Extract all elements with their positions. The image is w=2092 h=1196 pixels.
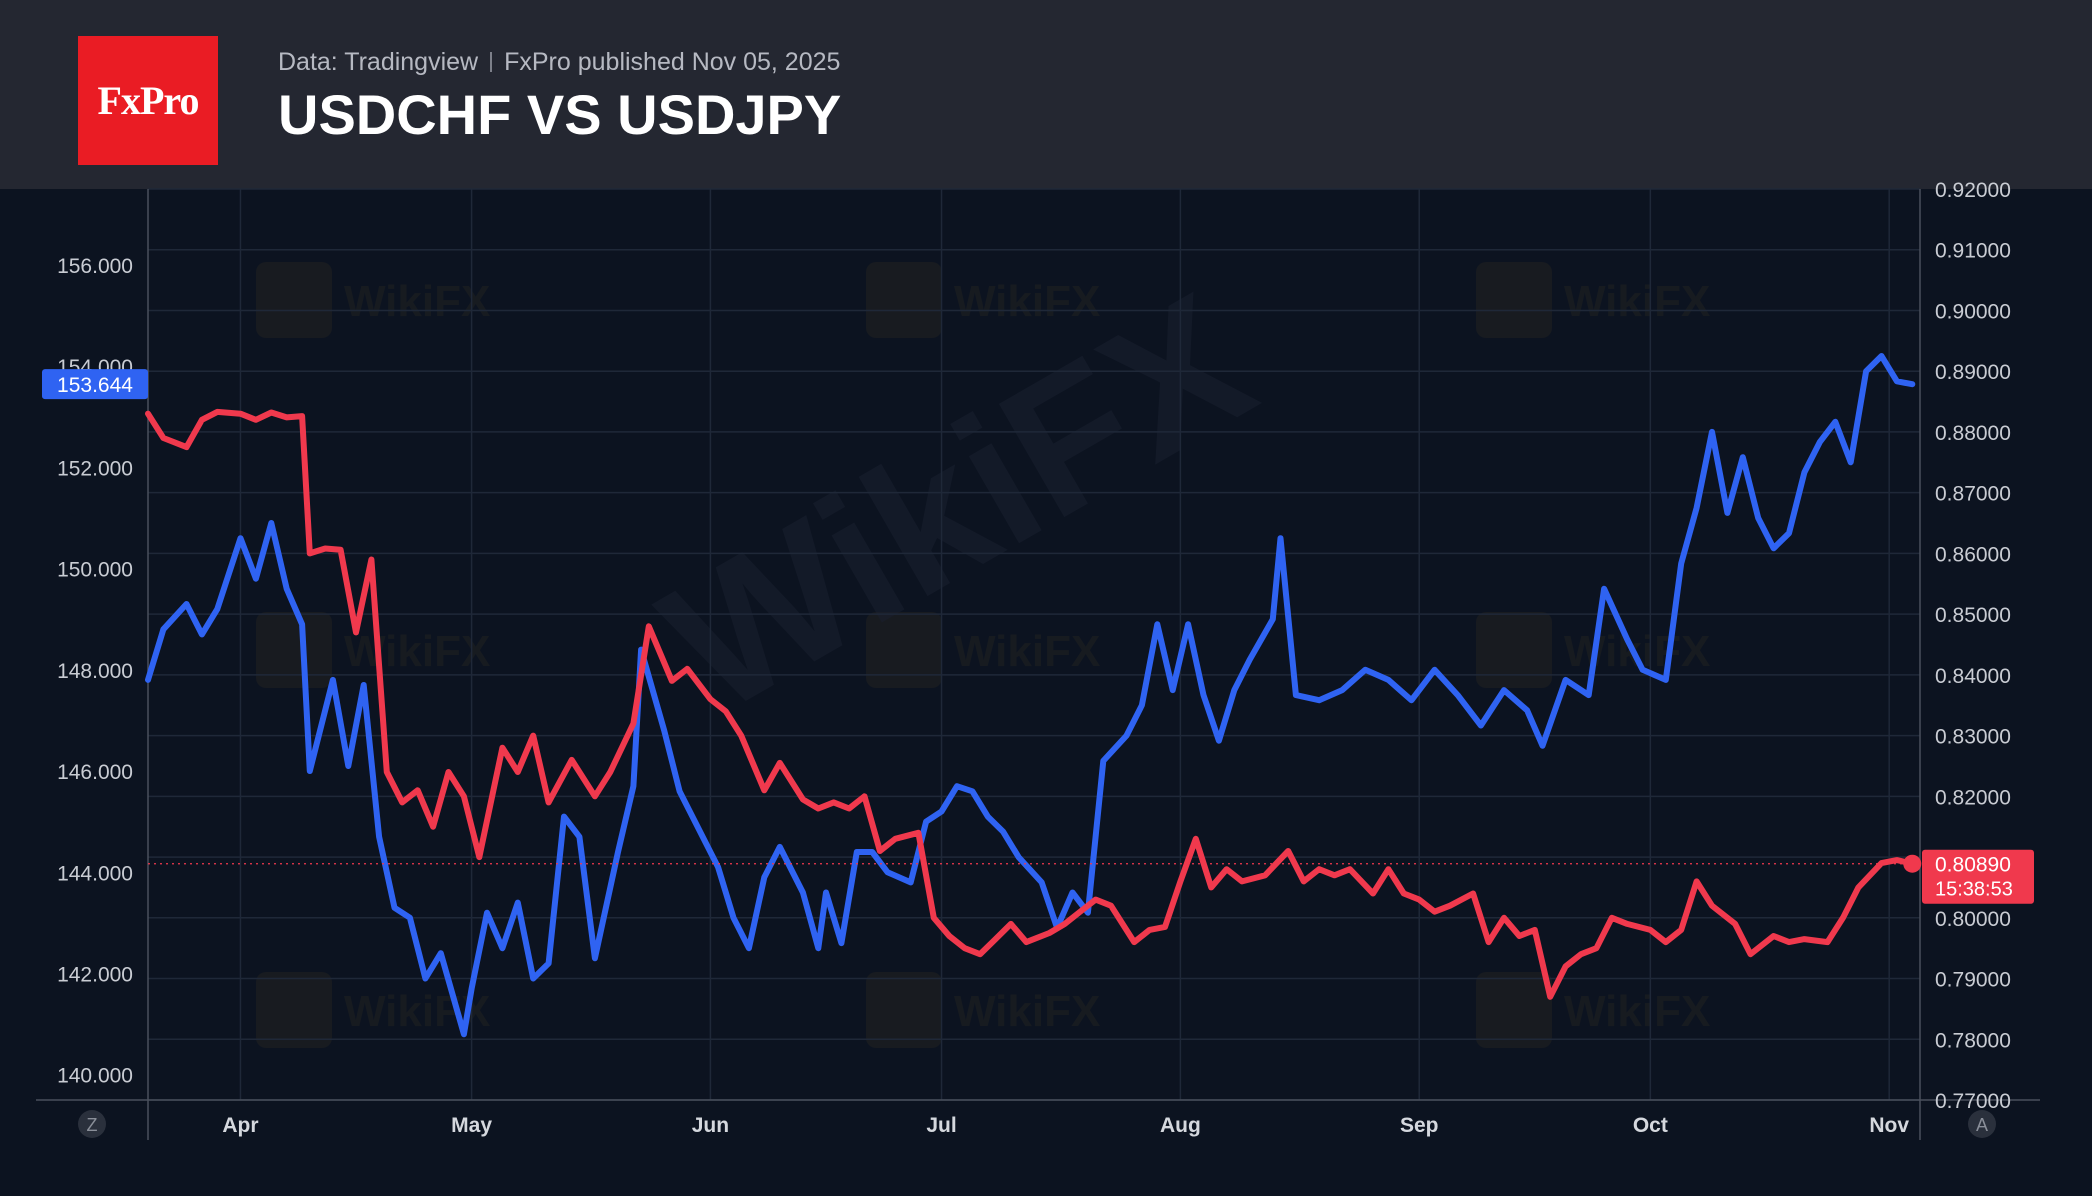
left-tick-label: 142.000 [57,963,133,986]
right-tick-label: 0.87000 [1935,483,2011,506]
watermark-badge [256,612,332,688]
left-tick-label: 146.000 [57,761,133,784]
zoom-button-label: Z [87,1115,98,1135]
published-date: FxPro published Nov 05, 2025 [504,48,841,76]
data-source: Data: Tradingview [278,48,479,76]
x-tick-label: May [451,1114,492,1137]
watermark-text: WikiFX [1564,277,1710,326]
usdchf-price-label: 0.80890 [1935,854,2011,877]
watermark-large: WikiFX [631,254,1284,753]
zoom-button[interactable] [78,1110,106,1138]
watermark-badge [1476,262,1552,338]
watermark-badge [866,262,942,338]
left-tick-label: 144.000 [57,862,133,885]
watermark-badge [256,972,332,1048]
watermark-badge [1476,972,1552,1048]
watermark-text: WikiFX [1564,987,1710,1036]
page-title: USDCHF VS USDJPY [278,83,842,146]
x-tick-label: Jun [692,1114,729,1137]
usdjpy-price-badge [42,369,148,400]
right-tick-label: 0.88000 [1935,422,2011,445]
left-tick-label: 156.000 [57,255,133,278]
right-tick-label: 0.86000 [1935,543,2011,566]
right-tick-label: 0.80000 [1935,908,2011,931]
watermark-badge [866,612,942,688]
watermark-badge [866,972,942,1048]
watermark-text: WikiFX [954,987,1100,1036]
right-tick-label: 0.89000 [1935,361,2011,384]
right-tick-label: 0.90000 [1935,300,2011,323]
auto-scale-button-label: A [1976,1115,1988,1135]
separator [490,52,493,72]
right-tick-label: 0.85000 [1935,604,2011,627]
left-tick-label: 148.000 [57,660,133,683]
header-subline: Data: Tradingview FxPro published Nov 05,… [278,48,840,77]
header-bar: FxPro Data: Tradingview FxPro published N… [0,0,2092,189]
right-tick-label: 0.92000 [1935,179,2011,202]
right-tick-label: 0.83000 [1935,726,2011,749]
usdchf-last-dot [1903,854,1922,873]
right-tick-label: 0.84000 [1935,665,2011,688]
watermark-text: WikiFX [344,627,490,676]
watermark-text: WikiFX [954,277,1100,326]
series-line-usdchf [145,408,1916,1000]
usdchf-price-badge [1922,849,2034,904]
watermark-badge [256,262,332,338]
right-tick-label: 0.77000 [1935,1090,2011,1113]
watermark-text: WikiFX [954,627,1100,676]
countdown-label: 15:38:53 [1935,879,2013,901]
right-tick-label: 0.79000 [1935,969,2011,992]
watermark-text: WikiFX [1564,627,1710,676]
auto-scale-button[interactable] [1968,1110,1996,1138]
left-tick-label: 152.000 [57,457,133,480]
watermark-text: WikiFX [344,277,490,326]
watermark-layer: WikiFX WikiFX WikiFX WikiFX WikiFX WikiFX Wiki… [256,254,1710,1048]
right-tick-label: 0.91000 [1935,240,2011,263]
fxpro-logo: FxPro [78,36,218,165]
x-tick-label: Apr [222,1114,258,1137]
x-tick-label: Jul [926,1114,956,1137]
right-tick-label: 0.78000 [1935,1029,2011,1052]
left-tick-label: 150.000 [57,559,133,582]
right-tick-label: 0.82000 [1935,786,2011,809]
x-tick-label: Aug [1160,1114,1201,1137]
x-tick-label: Oct [1633,1114,1668,1137]
series-line-usdjpy [145,353,1916,1038]
logo-text: FxPro [97,78,200,123]
x-tick-label: Nov [1869,1114,1909,1137]
usdjpy-price-label: 153.644 [57,374,133,397]
series-lines [145,353,1916,1038]
chart-axes: 140.000 142.000 144.000 146.000 148.000 150.0… [36,179,2040,1140]
left-tick-label: 140.000 [57,1065,133,1088]
x-tick-label: Sep [1400,1114,1439,1137]
watermark-badge [1476,612,1552,688]
